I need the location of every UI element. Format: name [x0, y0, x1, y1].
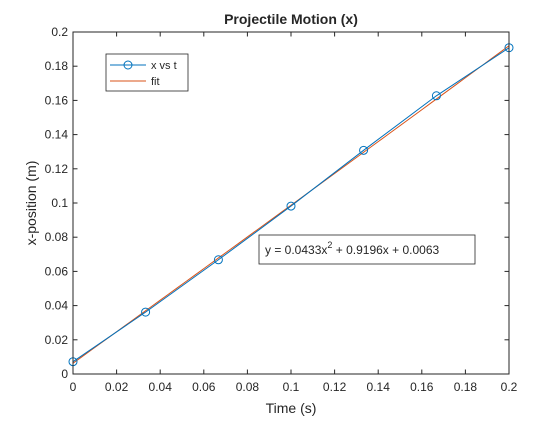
y-tick-label: 0.04 — [45, 299, 69, 313]
axis-ticks: 0 0.02 0.04 0.06 0.08 0.1 0.12 0.14 0.16 0.18 0.20… — [45, 25, 518, 394]
series-line-fit — [72, 45, 510, 364]
annotation-text: y = 0.0433x2 + 0.9196x + 0.0063 — [265, 240, 439, 257]
x-tick-label: 0.18 — [454, 380, 478, 394]
x-tick-label: 0.1 — [283, 380, 300, 394]
legend-label-fit: fit — [151, 76, 160, 88]
y-tick-label: 0.14 — [45, 128, 69, 142]
y-tick-label: 0.1 — [51, 196, 68, 210]
x-tick-label: 0 — [70, 380, 77, 394]
x-tick-label: 0.04 — [149, 380, 173, 394]
y-tick-label: 0.16 — [45, 93, 69, 107]
chart-title: Projectile Motion (x) — [224, 11, 358, 27]
y-tick-label: 0.2 — [51, 25, 68, 39]
data-point-x-vs-t — [213, 255, 223, 265]
x-tick-label: 0.12 — [323, 380, 347, 394]
data-point-x-vs-t — [431, 91, 441, 101]
y-tick-label: 0.08 — [45, 230, 69, 244]
y-axis-label: x-position (m) — [23, 161, 39, 246]
y-tick-label: 0.12 — [45, 162, 69, 176]
series-line-x-vs-t — [72, 47, 510, 363]
y-tick-label: 0 — [61, 367, 68, 381]
x-tick-label: 0.08 — [236, 380, 260, 394]
x-tick-label: 0.2 — [501, 380, 518, 394]
data-point-x-vs-t — [286, 201, 296, 211]
x-tick-label: 0.06 — [192, 380, 216, 394]
annotation-suffix: + 0.9196x + 0.0063 — [332, 243, 439, 257]
y-tick-label: 0.06 — [45, 264, 69, 278]
x-tick-label: 0.14 — [367, 380, 391, 394]
annotation-superscript: 2 — [327, 240, 332, 250]
annotation-prefix: y = 0.0433x — [265, 243, 327, 257]
x-tick-label: 0.16 — [410, 380, 434, 394]
x-tick-label: 0.02 — [105, 380, 129, 394]
y-tick-label: 0.18 — [45, 59, 69, 73]
legend-marker-x-vs-t — [123, 60, 133, 70]
x-axis-label: Time (s) — [266, 400, 317, 416]
data-point-x-vs-t — [141, 307, 151, 317]
legend-label-x-vs-t: x vs t — [151, 60, 177, 72]
y-tick-label: 0.02 — [45, 333, 69, 347]
data-point-x-vs-t — [359, 145, 369, 155]
axes-box — [72, 31, 510, 375]
legend: x vs t fit — [105, 53, 189, 92]
legend-box — [105, 53, 189, 92]
fit-equation-annotation: y = 0.0433x2 + 0.9196x + 0.0063 — [258, 234, 476, 265]
annotation-box — [258, 234, 476, 265]
